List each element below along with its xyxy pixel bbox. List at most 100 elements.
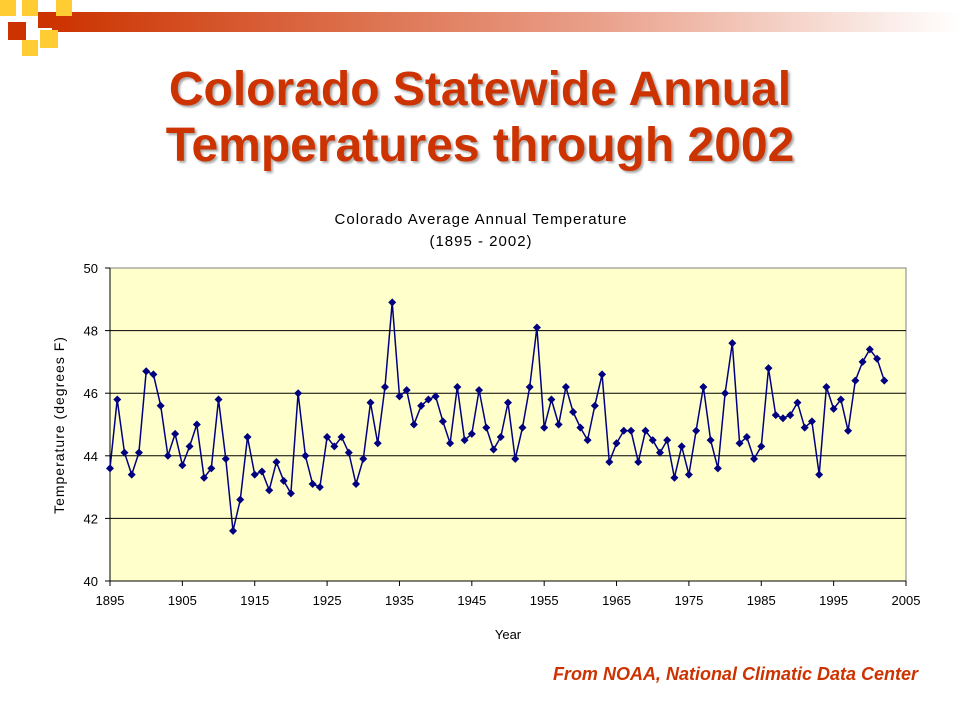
data-point (279, 476, 288, 485)
data-point (308, 479, 317, 488)
data-point (446, 439, 455, 448)
slide-title-line2: Temperatures through 2002 (165, 119, 795, 172)
decor-square (22, 40, 38, 56)
data-point (113, 395, 122, 404)
data-point (735, 439, 744, 448)
decor-square (22, 0, 38, 16)
data-point (699, 382, 708, 391)
data-point (250, 470, 259, 479)
data-point (185, 442, 194, 451)
data-point (554, 420, 563, 429)
data-point (265, 486, 274, 495)
data-point (844, 426, 853, 435)
data-point (409, 420, 418, 429)
data-point (764, 364, 773, 373)
data-point (388, 298, 397, 307)
data-point (366, 398, 375, 407)
data-point (721, 389, 730, 398)
data-point (106, 464, 114, 473)
data-point (120, 448, 129, 457)
data-point (511, 454, 520, 463)
data-point (207, 464, 216, 473)
data-point (127, 470, 136, 479)
data-point (171, 429, 180, 438)
data-point (807, 417, 816, 426)
data-point (663, 436, 672, 445)
data-point (880, 376, 889, 385)
slide-title: Colorado Statewide Annual Temperatures t… (60, 62, 900, 174)
data-point (619, 426, 628, 435)
data-point (742, 433, 751, 442)
data-point (793, 398, 802, 407)
decorative-header-banner (0, 0, 960, 56)
y-tick-label: 46 (84, 386, 98, 401)
data-point (641, 426, 650, 435)
data-point (496, 433, 505, 442)
data-point (605, 458, 614, 467)
data-point (547, 395, 556, 404)
data-point (655, 448, 664, 457)
y-tick-label: 50 (84, 261, 98, 276)
data-point (706, 436, 715, 445)
data-point (800, 423, 809, 432)
data-point (286, 489, 295, 498)
data-point (337, 433, 346, 442)
data-point (569, 407, 578, 416)
data-point (786, 411, 795, 420)
data-point (576, 423, 585, 432)
data-point (431, 392, 440, 401)
data-point (402, 386, 411, 395)
x-tick-label: 1985 (747, 593, 776, 608)
data-point (771, 411, 780, 420)
data-point (482, 423, 491, 432)
data-point (750, 454, 759, 463)
source-note: From NOAA, National Climatic Data Center (552, 664, 918, 684)
data-point (583, 436, 592, 445)
data-point (380, 382, 389, 391)
data-point (778, 414, 787, 423)
y-tick-label: 44 (84, 449, 98, 464)
data-point (836, 395, 845, 404)
data-point (272, 458, 281, 467)
chart-subtitle: (1895 - 2002) (429, 233, 532, 250)
data-point (858, 357, 867, 366)
data-point (851, 376, 860, 385)
data-point (504, 398, 512, 407)
decor-square (38, 12, 54, 28)
decor-square (40, 30, 58, 48)
x-tick-label: 1905 (168, 593, 197, 608)
data-point (489, 445, 498, 454)
data-point (453, 382, 462, 391)
y-tick-label: 42 (84, 511, 98, 526)
data-point (677, 442, 686, 451)
data-point (301, 451, 310, 460)
data-point (236, 495, 245, 504)
data-point (822, 382, 831, 391)
data-point (873, 354, 882, 363)
data-point (460, 436, 469, 445)
x-axis-label: Year (495, 627, 522, 642)
data-point (612, 439, 621, 448)
data-point (815, 470, 824, 479)
data-point (424, 395, 433, 404)
data-point (757, 442, 766, 451)
data-point (221, 454, 230, 463)
data-point (561, 382, 570, 391)
y-tick-label: 48 (84, 324, 98, 339)
data-point (648, 436, 657, 445)
data-point (134, 448, 143, 457)
x-tick-label: 2005 (892, 593, 921, 608)
data-point (540, 423, 549, 432)
data-point (829, 404, 838, 413)
decor-square (0, 0, 16, 16)
data-point (352, 479, 361, 488)
data-point (518, 423, 527, 432)
data-point (713, 464, 722, 473)
decor-square (56, 0, 72, 16)
data-point (467, 429, 476, 438)
data-point (532, 323, 541, 332)
data-point (229, 526, 238, 535)
data-point (214, 395, 223, 404)
data-point (344, 448, 353, 457)
